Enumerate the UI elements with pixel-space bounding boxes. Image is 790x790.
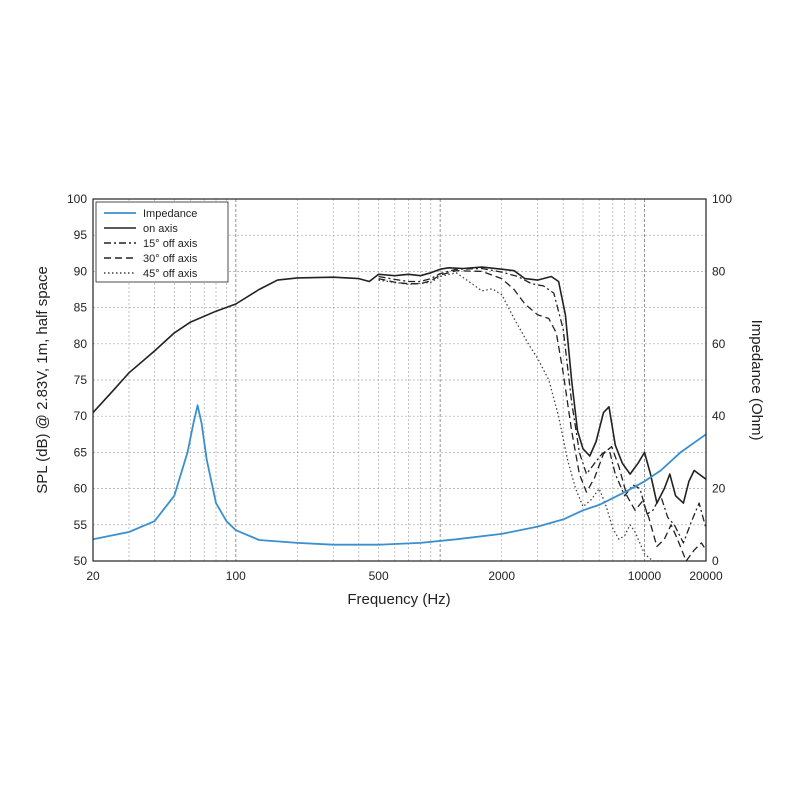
y2-tick-label: 0 bbox=[712, 554, 719, 568]
legend-label: on axis bbox=[143, 223, 178, 235]
y-tick-label: 65 bbox=[74, 445, 88, 459]
series-line-impedance bbox=[93, 404, 706, 546]
x-tick-label: 20 bbox=[86, 569, 100, 583]
y-tick-label: 85 bbox=[74, 301, 88, 315]
x-tick-label: 500 bbox=[369, 569, 389, 583]
y2-tick-label: 80 bbox=[712, 264, 726, 278]
y-tick-label: 50 bbox=[74, 554, 88, 568]
plot-lines bbox=[93, 266, 706, 561]
y2-tick-label: 60 bbox=[712, 337, 726, 351]
x-axis-title: Frequency (Hz) bbox=[347, 591, 450, 608]
y-tick-label: 95 bbox=[74, 228, 88, 242]
legend-box bbox=[95, 201, 229, 283]
y-axis-title: SPL (dB) @ 2.83V, 1m, half space bbox=[34, 266, 51, 494]
y-tick-label: 90 bbox=[74, 264, 88, 278]
series-line-30-off-axis bbox=[378, 270, 706, 561]
y2-axis-title: Impedance (Ohm) bbox=[748, 320, 765, 441]
plot-frame bbox=[92, 198, 707, 562]
legend-label: 15° off axis bbox=[143, 238, 198, 250]
legend-label: 45° off axis bbox=[143, 268, 198, 280]
y2-tick-label: 40 bbox=[712, 409, 726, 423]
x-tick-label: 2000 bbox=[488, 569, 515, 583]
x-ticks: 20 100 500 2000 10000 20000 bbox=[86, 569, 723, 583]
y2-tick-label: 100 bbox=[712, 192, 732, 206]
legend: Impedance on axis 15° off axis 30° off axis… bbox=[95, 201, 229, 283]
series-line-45-off-axis bbox=[378, 272, 665, 561]
legend-label: 30° off axis bbox=[143, 253, 198, 265]
x-tick-label: 20000 bbox=[689, 569, 723, 583]
y2-tick-label: 20 bbox=[712, 482, 726, 496]
y-ticks: 50 55 60 65 70 75 80 85 90 95 100 bbox=[67, 192, 87, 568]
y-tick-label: 55 bbox=[74, 518, 88, 532]
major-grid bbox=[235, 199, 645, 561]
legend-label: Impedance bbox=[143, 208, 197, 220]
y-tick-label: 100 bbox=[67, 192, 87, 206]
y-tick-label: 60 bbox=[74, 482, 88, 496]
x-tick-label: 10000 bbox=[628, 569, 662, 583]
series-line-on-axis bbox=[93, 266, 706, 504]
x-tick-label: 100 bbox=[226, 569, 246, 583]
y-tick-label: 75 bbox=[74, 373, 88, 387]
y2-ticks: 0 20 40 60 80 100 bbox=[712, 192, 732, 568]
y-tick-label: 70 bbox=[74, 409, 88, 423]
y-tick-label: 80 bbox=[74, 337, 88, 351]
